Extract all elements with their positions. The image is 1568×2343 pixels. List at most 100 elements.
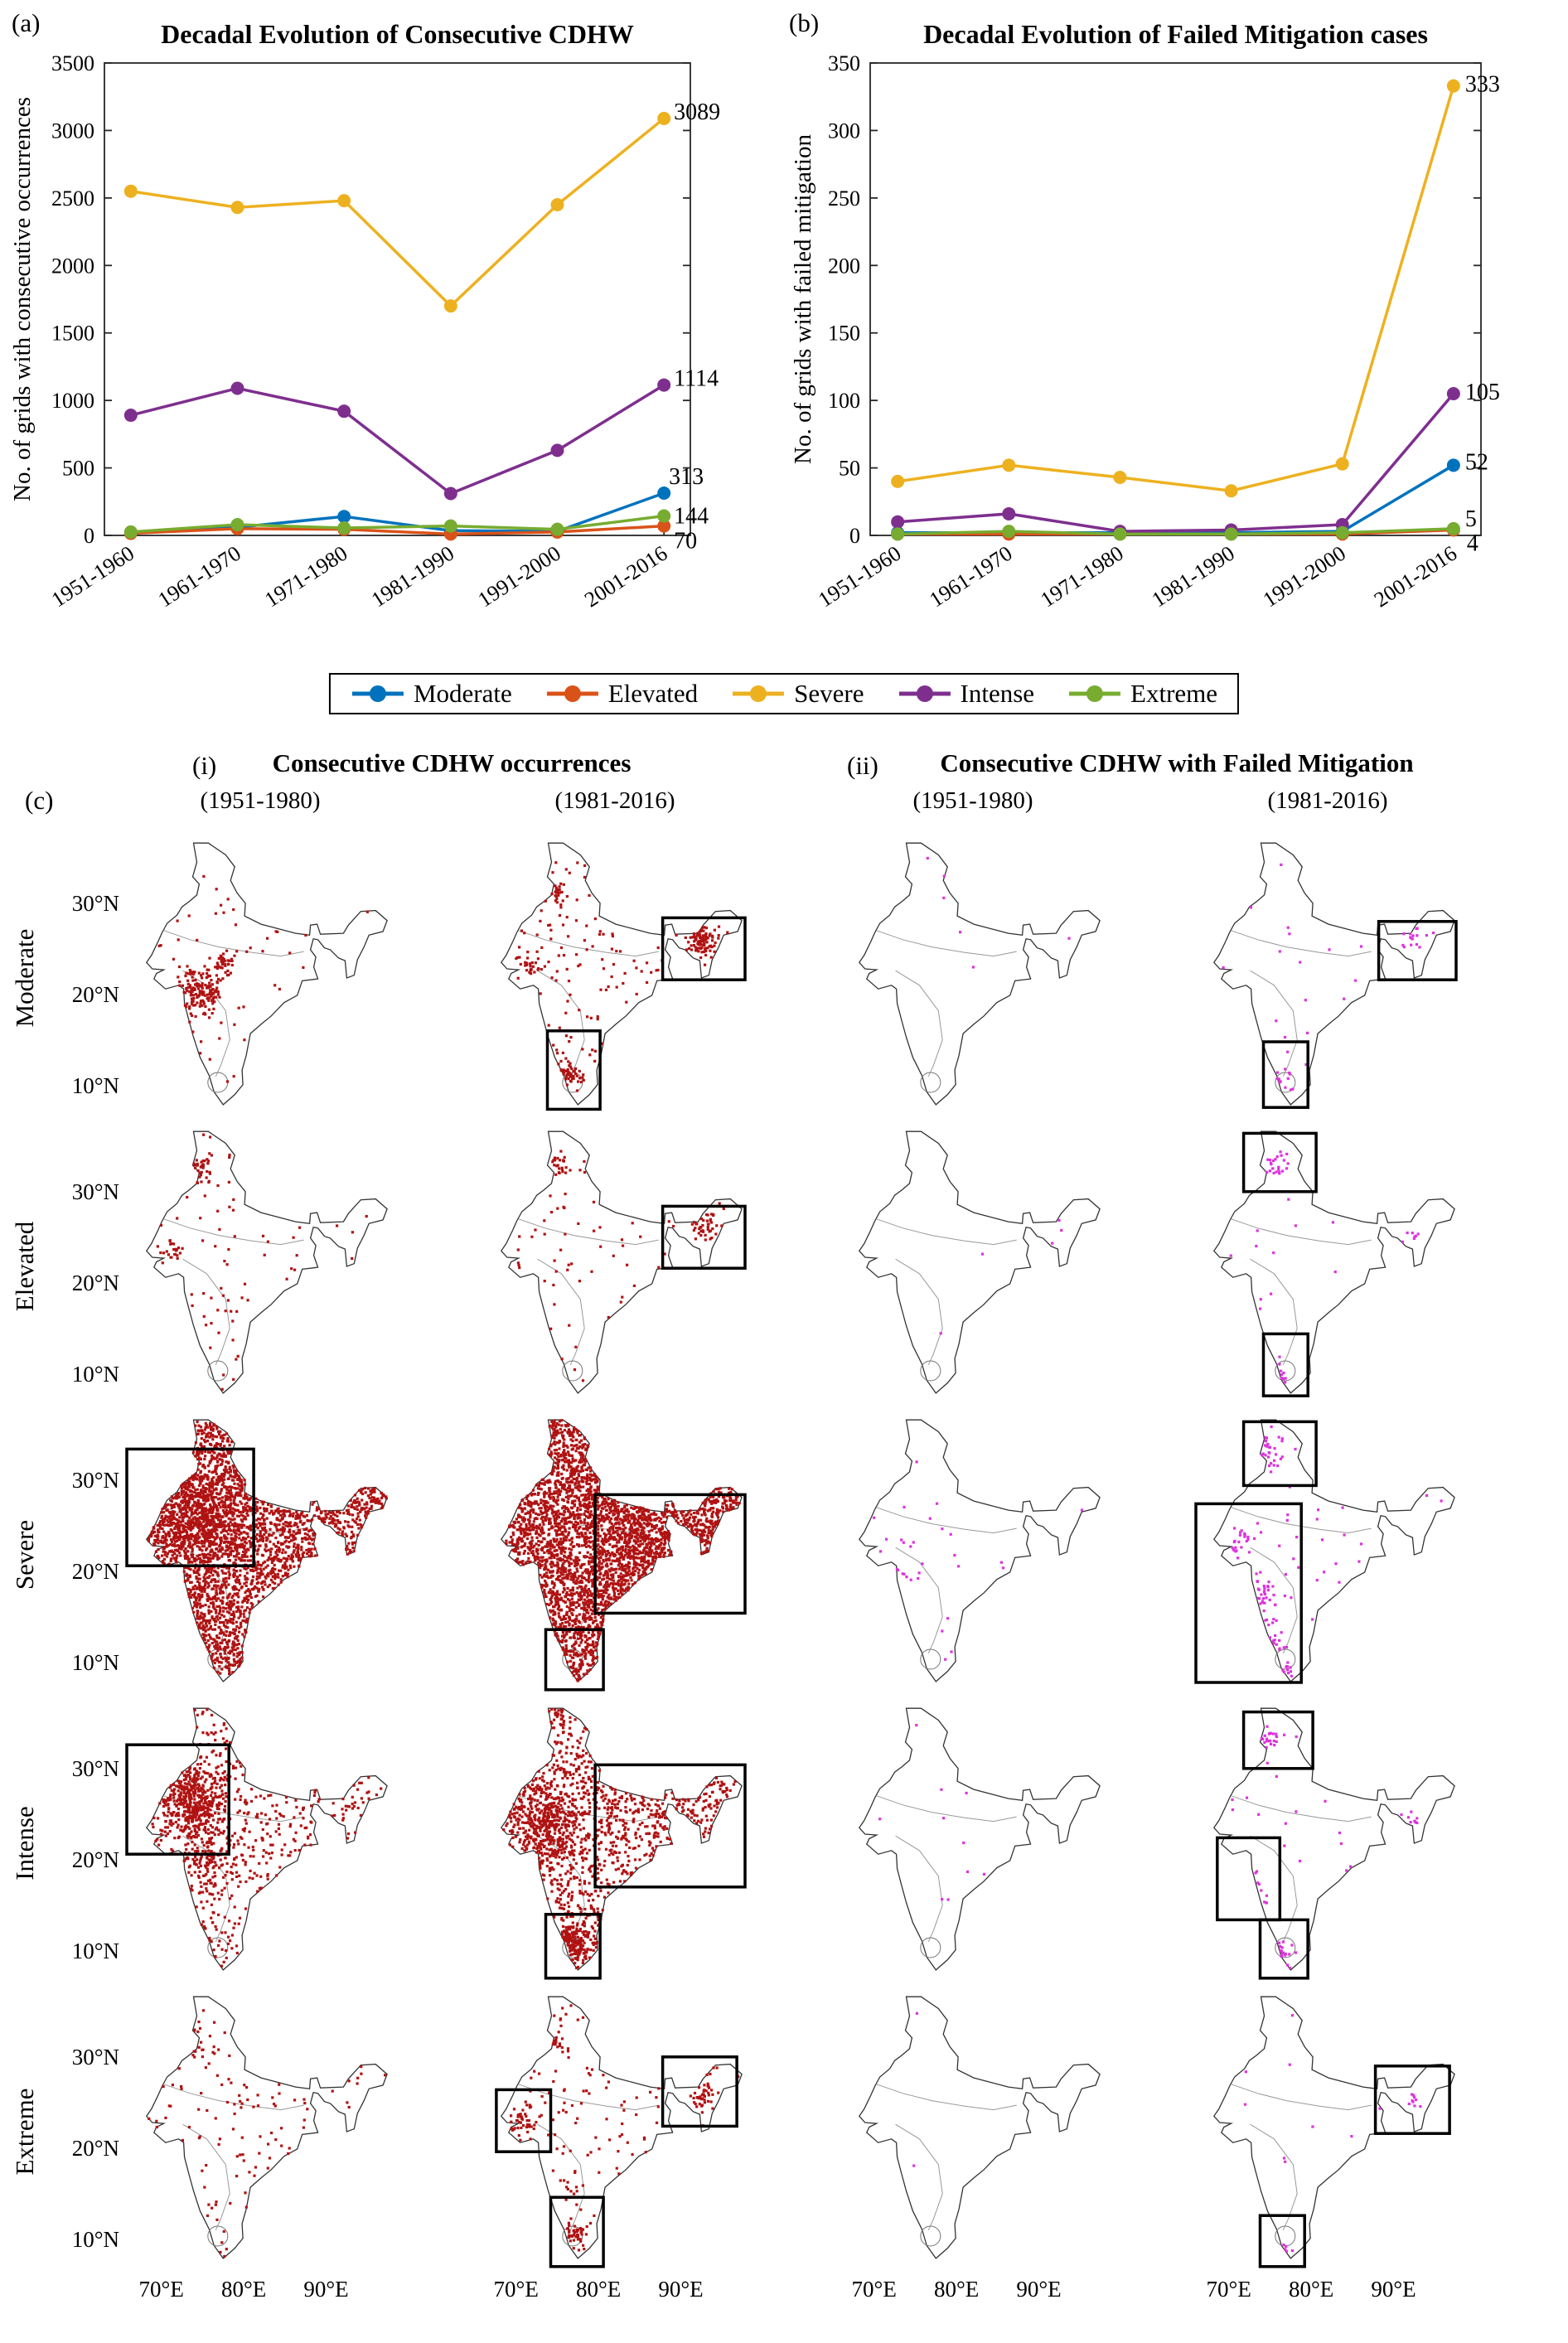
series-intense: 105 — [891, 380, 1500, 539]
end-label-elevated: 70 — [674, 529, 697, 554]
legend-item-severe: Severe — [731, 679, 864, 709]
lat-tick-label: 10°N — [71, 1361, 119, 1387]
highlight-box — [1261, 1040, 1309, 1109]
map-moderate-col2 — [500, 842, 747, 1111]
scatter-dots-failed — [878, 1724, 986, 1901]
india-outline — [858, 1130, 1101, 1394]
svg-text:350: 350 — [828, 51, 860, 75]
legend-marker-icon — [1069, 685, 1121, 702]
svg-text:0: 0 — [84, 524, 94, 548]
state-boundary-line — [163, 930, 304, 957]
state-boundary-line — [1250, 1547, 1298, 1654]
map-moderate-col1 — [145, 842, 388, 1106]
svg-text:1500: 1500 — [51, 322, 94, 346]
state-boundary-line — [895, 1835, 943, 1943]
lat-tick-label: 10°N — [71, 1938, 119, 1963]
scatter-dots-occurrence — [151, 1708, 383, 1968]
state-boundary-line — [876, 1218, 1017, 1246]
south-region-circle — [920, 1072, 941, 1093]
end-label-extreme: 144 — [674, 504, 709, 530]
map-intense-col2 — [500, 1707, 747, 1980]
south-region-circle — [207, 1360, 229, 1382]
chart-title: Decadal Evolution of Failed Mitigation c… — [923, 19, 1428, 49]
map-extreme-col4 — [1212, 1996, 1455, 2268]
map-extreme-col2 — [495, 1996, 743, 2268]
scatter-dots-occurrence — [505, 1419, 741, 1682]
india-outline — [1212, 1130, 1455, 1394]
scatter-dots-failed — [873, 1460, 1084, 1661]
end-label-intense: 105 — [1465, 380, 1500, 405]
highlight-box — [661, 1204, 747, 1270]
group-i-label: (i) — [192, 751, 217, 780]
lon-tick-label: 80°E — [575, 2277, 622, 2302]
south-region-circle — [562, 2225, 583, 2247]
highlight-box — [1258, 1918, 1309, 1980]
svg-text:2000: 2000 — [51, 254, 94, 278]
legend-item-elevated: Elevated — [545, 679, 698, 709]
highlight-box — [545, 1029, 602, 1111]
highlight-box — [544, 1628, 605, 1692]
scatter-dots-occurrence — [510, 2004, 740, 2252]
state-boundary-line — [1231, 2084, 1372, 2111]
svg-text:2001-2016: 2001-2016 — [580, 541, 671, 612]
end-label-intense: 1114 — [674, 366, 719, 392]
highlight-box — [1373, 2065, 1451, 2135]
highlight-box — [1241, 1131, 1318, 1193]
state-boundary-line — [518, 2084, 659, 2111]
legend-marker-icon — [546, 685, 598, 702]
state-boundary-line — [537, 2123, 585, 2231]
plot-box — [104, 62, 691, 536]
india-outline — [500, 842, 743, 1106]
india-outline — [858, 1996, 1101, 2259]
state-boundary-line — [876, 2084, 1017, 2111]
map-severe-col3 — [858, 1419, 1101, 1682]
svg-text:3000: 3000 — [51, 119, 94, 143]
south-region-circle — [562, 1360, 583, 1382]
svg-text:300: 300 — [828, 119, 860, 143]
lat-tick-label: 10°N — [71, 2226, 119, 2252]
lat-tick-label: 30°N — [71, 1467, 119, 1493]
state-boundary-line — [1231, 1218, 1372, 1246]
india-outline — [1212, 1707, 1455, 1971]
lat-tick-label: 20°N — [71, 981, 119, 1007]
end-label-moderate: 52 — [1465, 449, 1488, 475]
scatter-dots-occurrence — [516, 1150, 725, 1382]
scatter-dots-failed — [926, 856, 1071, 969]
svg-text:500: 500 — [62, 457, 94, 481]
map-elevated-col3 — [858, 1130, 1101, 1394]
lat-tick-label: 30°N — [71, 2044, 119, 2069]
lon-tick-label: 90°E — [1371, 2277, 1416, 2302]
series-severe: 3089 — [123, 99, 720, 313]
lon-tick-label: 90°E — [1016, 2277, 1062, 2302]
india-outline — [858, 842, 1101, 1106]
lon-tick-label: 80°E — [933, 2277, 980, 2302]
svg-text:1951-1960: 1951-1960 — [814, 541, 905, 612]
state-boundary-line — [1231, 1507, 1372, 1534]
end-label-severe: 3089 — [674, 99, 720, 125]
lon-tick-label: 90°E — [658, 2277, 704, 2302]
legend-marker-icon — [898, 685, 951, 702]
end-label-extreme: 5 — [1465, 506, 1477, 532]
y-axis-label: No. of grids with failed mitigation — [790, 134, 816, 464]
series-elevated: 4 — [891, 523, 1478, 556]
legend-item-intense: Intense — [898, 679, 1034, 709]
south-region-circle — [1275, 1937, 1296, 1958]
state-boundary-line — [895, 970, 943, 1077]
group-i-title: Consecutive CDHW occurrences — [272, 748, 632, 777]
legend-marker-icon — [351, 685, 404, 702]
state-boundary-line — [1250, 2123, 1298, 2231]
map-moderate-col3 — [858, 842, 1101, 1106]
map-elevated-col2 — [500, 1130, 747, 1394]
south-region-circle — [1275, 1360, 1296, 1382]
scatter-dots-occurrence — [502, 1707, 737, 1969]
svg-text:1961-1970: 1961-1970 — [153, 541, 244, 612]
y-axis-label: No. of grids with consecutive occurrence… — [9, 97, 36, 501]
col-header-3: (1951-1980) — [912, 787, 1033, 814]
col-header-2: (1981-2016) — [554, 787, 675, 814]
map-severe-col1 — [125, 1419, 388, 1682]
map-severe-col4 — [1194, 1419, 1455, 1684]
lon-tick-label: 70°E — [851, 2277, 897, 2302]
highlight-box — [661, 2055, 738, 2128]
lat-tick-label: 20°N — [71, 1270, 119, 1295]
lat-tick-label: 10°N — [71, 1649, 119, 1675]
